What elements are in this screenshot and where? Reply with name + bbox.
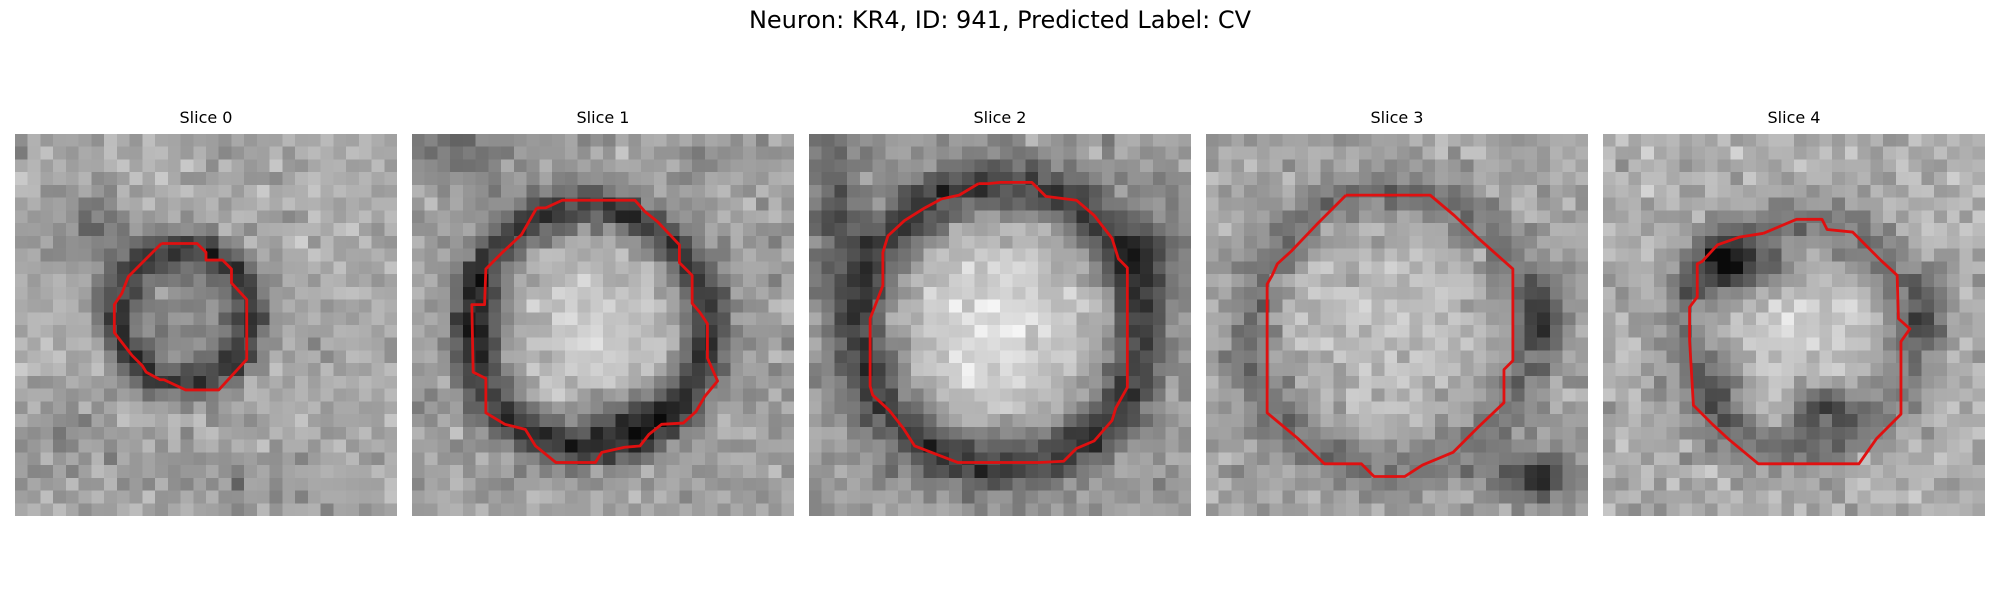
roi-contour <box>1688 217 1912 466</box>
slice-image <box>809 134 1191 516</box>
pixel-grid <box>1206 134 1588 516</box>
slice-panel-2: Slice 2 <box>809 108 1191 518</box>
pixel-grid <box>809 134 1191 516</box>
slice-panel-1: Slice 1 <box>412 108 794 518</box>
slice-title: Slice 4 <box>1767 108 1821 127</box>
figure-title: Neuron: KR4, ID: 941, Predicted Label: C… <box>748 6 1252 34</box>
slice-title: Slice 1 <box>576 108 630 127</box>
pixel-grid <box>1603 134 1985 516</box>
slice-title: Slice 0 <box>179 108 233 127</box>
pixel-grid <box>412 134 794 516</box>
slice-panel-3: Slice 3 <box>1206 108 1588 518</box>
slice-title: Slice 2 <box>973 108 1027 127</box>
slice-panel-0: Slice 0 <box>15 108 397 518</box>
slice-image <box>1603 134 1985 516</box>
roi-contour <box>470 198 720 464</box>
pixel-grid <box>15 134 397 516</box>
roi-contour <box>112 242 249 392</box>
slice-image <box>15 134 397 516</box>
roi-contour <box>1265 193 1515 478</box>
slice-image <box>412 134 794 516</box>
roi-contour <box>868 180 1129 464</box>
slice-image <box>1206 134 1588 516</box>
slice-title: Slice 3 <box>1370 108 1424 127</box>
slice-panel-4: Slice 4 <box>1603 108 1985 518</box>
